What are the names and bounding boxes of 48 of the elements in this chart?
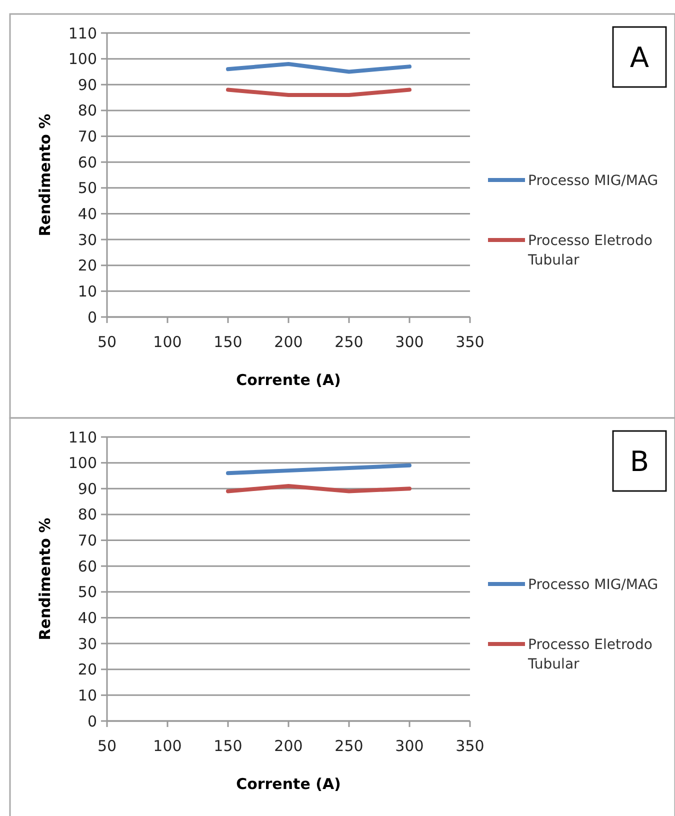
legend-label: Processo Eletrodo Tubular bbox=[527, 636, 652, 672]
x-tick-label: 300 bbox=[395, 333, 424, 351]
y-tick-label: 10 bbox=[78, 686, 97, 704]
x-tick-label: 150 bbox=[214, 333, 242, 351]
x-tick-label: 350 bbox=[456, 737, 484, 755]
y-tick-label: 100 bbox=[68, 50, 97, 68]
y-tick-label: 20 bbox=[78, 660, 97, 679]
x-tick-label: 200 bbox=[274, 333, 303, 351]
y-tick-label: 60 bbox=[78, 557, 97, 576]
x-axis-title: Corrente (A) bbox=[236, 371, 341, 389]
x-tick-label: 300 bbox=[395, 737, 424, 755]
y-tick-label: 90 bbox=[78, 76, 97, 94]
y-tick-label: 10 bbox=[78, 282, 97, 300]
y-tick-label: 50 bbox=[78, 583, 97, 602]
y-tick-label: 20 bbox=[78, 256, 97, 275]
x-tick-label: 200 bbox=[274, 737, 303, 755]
y-tick-label: 80 bbox=[78, 102, 97, 120]
y-tick-label: 70 bbox=[78, 128, 97, 146]
y-tick-label: 40 bbox=[78, 204, 97, 223]
legend-label: Processo MIG/MAG bbox=[528, 576, 658, 593]
y-tick-label: 30 bbox=[78, 230, 97, 249]
y-axis-title: Rendimento % bbox=[36, 518, 54, 640]
x-tick-label: 150 bbox=[214, 737, 242, 755]
y-tick-label: 100 bbox=[68, 454, 97, 472]
y-tick-label: 40 bbox=[78, 608, 97, 627]
text: A bbox=[630, 40, 650, 74]
text: B bbox=[630, 444, 650, 478]
y-tick-label: 110 bbox=[68, 24, 97, 42]
x-axis-title: Corrente (A) bbox=[236, 775, 341, 793]
y-tick-label: 0 bbox=[87, 308, 97, 326]
x-tick-label: 250 bbox=[334, 737, 364, 755]
y-tick-label: 110 bbox=[68, 428, 97, 446]
legend-label: Processo Eletrodo Tubular bbox=[527, 232, 652, 268]
y-tick-label: 80 bbox=[78, 506, 97, 524]
x-tick-label: 100 bbox=[153, 333, 182, 351]
x-tick-label: 250 bbox=[334, 333, 364, 351]
y-axis-title: Rendimento % bbox=[36, 114, 54, 236]
y-tick-label: 60 bbox=[78, 153, 97, 172]
y-tick-label: 70 bbox=[78, 532, 97, 550]
y-tick-label: 50 bbox=[78, 179, 97, 198]
y-tick-label: 30 bbox=[78, 634, 97, 653]
line-series bbox=[226, 62, 412, 74]
line-series bbox=[226, 463, 412, 476]
y-tick-label: 0 bbox=[87, 712, 97, 730]
x-tick-label: 100 bbox=[153, 737, 182, 755]
y-tick-label: 90 bbox=[78, 480, 97, 498]
x-tick-label: 350 bbox=[456, 333, 484, 351]
legend-label: Processo MIG/MAG bbox=[528, 172, 658, 189]
